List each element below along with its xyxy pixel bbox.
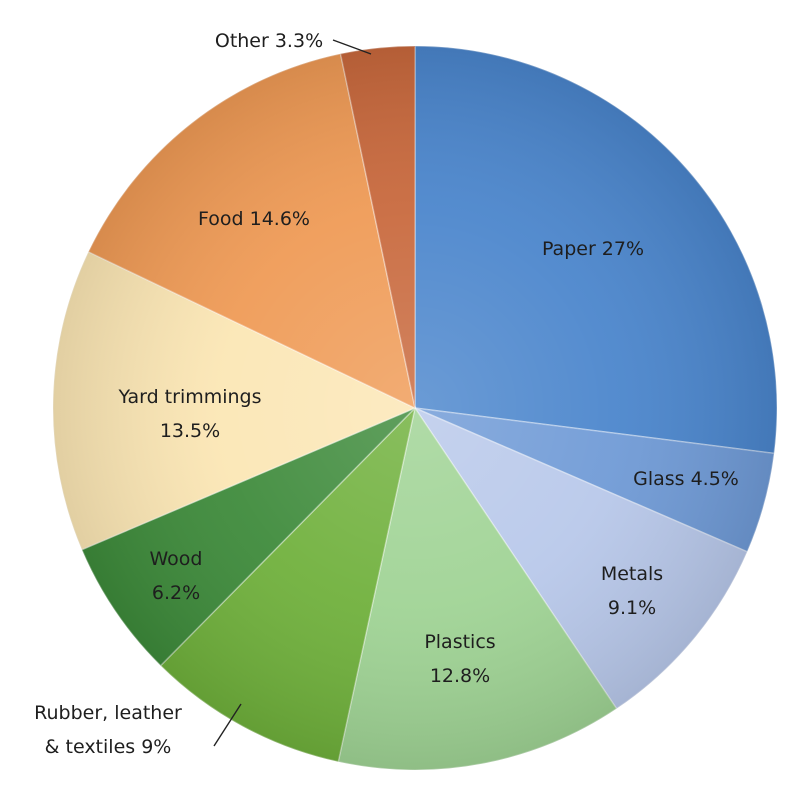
slice-label-other-line-1: Other 3.3% [215,30,323,52]
slice-label-food-line-1: Food 14.6% [198,208,310,230]
slice-label-other: Other 3.3% [215,30,323,52]
slice-labels: Paper 27% Glass 4.5% Metals 9.1% Plastics 12.… [34,30,739,758]
slice-label-rubber-line-1: Rubber, leather [34,702,182,724]
leader-line-other [332,39,372,55]
slice-label-metals: Metals 9.1% [601,563,663,619]
slice-label-plastics-line-1: Plastics [424,631,495,653]
slice-label-paper: Paper 27% [542,238,644,260]
leader-line-rubber [213,703,242,747]
slice-label-rubber: Rubber, leather & textiles 9% [34,702,182,758]
pie-slices [52,45,778,771]
slice-label-plastics-line-2: 12.8% [430,665,490,687]
slice-label-plastics: Plastics 12.8% [424,631,495,687]
slice-label-wood-line-1: Wood [150,548,203,570]
slice-label-glass-line-1: Glass 4.5% [633,468,739,490]
slice-label-glass: Glass 4.5% [633,468,739,490]
slice-label-yard: Yard trimmings 13.5% [117,386,261,442]
leader-lines [213,39,372,747]
slice-label-metals-line-1: Metals [601,563,663,585]
slice-label-wood-line-2: 6.2% [152,582,200,604]
slice-label-food: Food 14.6% [198,208,310,230]
slice-label-metals-line-2: 9.1% [608,597,656,619]
slice-label-paper-line-1: Paper 27% [542,238,644,260]
slice-label-wood: Wood 6.2% [150,548,203,604]
slice-label-rubber-line-2: & textiles 9% [45,736,172,758]
slice-label-yard-line-1: Yard trimmings [117,386,261,408]
slice-label-yard-line-2: 13.5% [160,420,220,442]
